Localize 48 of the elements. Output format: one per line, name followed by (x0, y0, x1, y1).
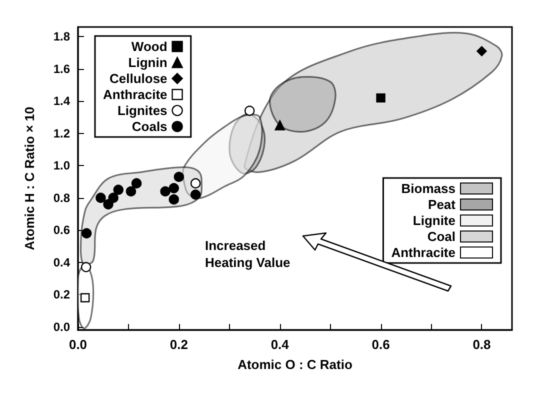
point (131, 178, 142, 188)
point (190, 190, 201, 200)
annotation: Increased Heating Value (205, 238, 290, 270)
point (476, 46, 487, 56)
point (160, 186, 170, 196)
legend-label: Lignin (128, 55, 168, 70)
y-tick-label: 0.6 (53, 223, 70, 238)
y-tick-label: 0.2 (53, 288, 70, 302)
legend-label: Coals (132, 119, 168, 134)
point (80, 262, 92, 272)
legend-label: Cellulose (109, 71, 168, 86)
point (376, 93, 386, 103)
x-tick-label: 0.8 (472, 337, 491, 352)
y-axis-title: Atomic H : C Ratio × 10 (22, 106, 37, 250)
point (81, 228, 92, 238)
legend-label: Wood (131, 39, 168, 54)
point (190, 178, 201, 188)
point (96, 192, 106, 203)
x-axis-title: Atomic O : C Ratio (238, 357, 352, 372)
y-tick-label: 0.8 (53, 190, 70, 205)
y-tick-label: 1.4 (53, 94, 70, 108)
y-tick-label: 1.0 (53, 158, 70, 173)
point (108, 192, 118, 203)
point (113, 184, 124, 195)
point (126, 186, 136, 196)
legend-label: Lignites (117, 103, 168, 118)
y-tick-label: 1.8 (53, 30, 70, 44)
y-tick-label: 0.0 (53, 320, 70, 334)
x-tick-label: 0.2 (170, 337, 188, 352)
y-tick-label: 1.6 (53, 62, 70, 76)
point (168, 194, 179, 205)
x-tick-label: 0.6 (372, 337, 390, 352)
point (103, 199, 114, 210)
legend-label: Anthracite (391, 245, 456, 260)
x-tick-label: 0.4 (270, 337, 290, 352)
x-tick-label: 0.0 (68, 337, 88, 352)
point (244, 106, 255, 116)
point (274, 120, 285, 130)
y-tick-label: 0.4 (53, 255, 70, 270)
legend-label: Peat (428, 197, 456, 212)
y-tick-label: 1.2 (53, 126, 70, 140)
legend-label: Lignite (412, 213, 456, 228)
point (80, 293, 90, 302)
point (174, 172, 184, 182)
legend-label: Coal (427, 229, 456, 244)
legend-label: Anthracite (102, 87, 168, 102)
legend-label: Biomass (401, 181, 456, 196)
point (168, 183, 179, 194)
